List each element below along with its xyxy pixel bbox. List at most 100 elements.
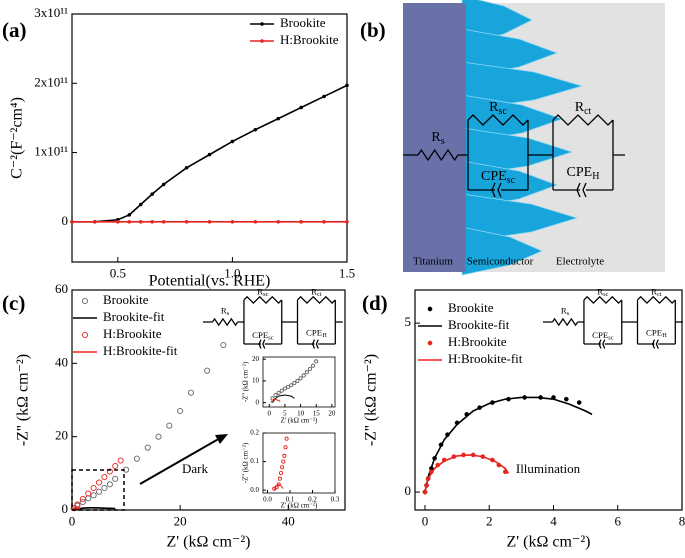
circuit-label-main: R xyxy=(561,305,567,315)
legend-marker xyxy=(427,306,433,312)
data-point xyxy=(115,219,120,224)
legend-label: Brookite-fit xyxy=(448,317,510,332)
data-point xyxy=(133,455,140,462)
annotation: Illumination xyxy=(516,461,581,476)
panel: 0 5 10 15 20 0 10 20 Z' (kΩ cm⁻²) -Z'' (kΩ cm⁻²) xyxy=(242,355,336,425)
data-point xyxy=(93,219,97,224)
circuit-label-sub: sc xyxy=(263,291,268,298)
circuit-label-sub: ct xyxy=(657,291,662,298)
data-point xyxy=(301,373,306,378)
legend-marker xyxy=(427,340,433,346)
data-point xyxy=(282,453,287,458)
data-point xyxy=(112,475,119,482)
data-point xyxy=(95,479,103,486)
x-tick-label: 1.0 xyxy=(224,265,240,280)
titanium-plate xyxy=(403,3,466,272)
legend-marker xyxy=(260,39,264,43)
circuit-label-sub: H xyxy=(592,171,599,182)
data-point xyxy=(207,219,212,224)
y-tick-label: 0.0 xyxy=(250,486,259,494)
circuit-label-main: R xyxy=(431,130,441,145)
y-axis-label: -Z'' (kΩ cm⁻²) xyxy=(363,354,380,446)
data-point xyxy=(292,381,297,386)
circuit-label: Rs xyxy=(221,305,230,317)
data-point xyxy=(276,116,281,121)
region-label: Electrolyte xyxy=(556,256,604,268)
circuit-label: CPEsc xyxy=(252,330,274,342)
data-point xyxy=(101,473,108,481)
legend-label: Brookite xyxy=(280,15,326,30)
semiconductor-spikes xyxy=(461,0,584,276)
data-point xyxy=(85,490,92,497)
data-point xyxy=(282,386,287,391)
data-point xyxy=(279,388,284,393)
data-point xyxy=(90,484,97,492)
zoom-arrowhead xyxy=(215,434,228,444)
x-tick-label: 20 xyxy=(328,409,336,417)
data-point xyxy=(207,152,212,157)
panel-label: (b) xyxy=(360,18,386,42)
y-tick-label: 0 xyxy=(62,213,69,228)
x-tick-label: 4 xyxy=(550,513,557,528)
plot-frame xyxy=(71,289,346,511)
circuit-label-main: CPE xyxy=(646,327,662,337)
data-point xyxy=(298,376,303,381)
circuit-label: Rsc xyxy=(597,286,608,298)
data-point xyxy=(150,192,155,196)
y-axis-label: -Z'' (kΩ cm⁻²) xyxy=(242,442,250,483)
annotation: Dark xyxy=(182,461,208,476)
data-point xyxy=(112,462,119,470)
circuit-label-main: R xyxy=(597,286,603,296)
y-tick-label: 0.1 xyxy=(250,457,259,465)
legend-label: H:Brookite xyxy=(448,334,507,349)
data-point xyxy=(106,468,113,475)
data-point xyxy=(101,484,108,492)
data-point xyxy=(278,470,284,476)
x-tick-label: 15 xyxy=(313,409,321,417)
data-point xyxy=(276,390,281,395)
circuit-label-sub: sc xyxy=(268,335,273,342)
y-tick-label: 40 xyxy=(55,354,68,369)
series-line xyxy=(71,506,81,511)
circuit-label-main: R xyxy=(257,286,263,296)
data-point xyxy=(276,482,281,487)
x-tick-label: 0.5 xyxy=(110,265,126,280)
circuit-wire xyxy=(543,295,683,349)
data-point xyxy=(138,202,143,207)
data-point xyxy=(187,389,194,396)
plot-frame xyxy=(262,356,336,408)
x-axis-label: Z' (kΩ cm⁻²) xyxy=(281,417,318,425)
legend-label: H:Brookite-fit xyxy=(448,351,523,366)
zoom-box xyxy=(71,469,125,511)
circuit-label: Rsc xyxy=(489,100,507,117)
x-axis-label: Z' (kΩ cm⁻²) xyxy=(507,534,591,551)
circuit-label-main: R xyxy=(311,286,317,296)
data-point xyxy=(106,481,113,488)
legend-label: H:Brookite xyxy=(280,32,339,47)
legend-label: H:Brookite-fit xyxy=(103,343,178,358)
data-point xyxy=(299,219,304,224)
y-tick-label: 20 xyxy=(252,355,260,363)
circuit-label: Rsc xyxy=(257,286,268,298)
legend-label: Brookite xyxy=(103,292,149,307)
y-tick-label: 20 xyxy=(55,428,68,443)
data-point xyxy=(281,459,286,464)
schematic xyxy=(403,0,665,276)
data-point xyxy=(230,219,235,224)
circuit-label-sub: sc xyxy=(603,291,608,298)
circuit-wire xyxy=(203,295,343,349)
data-point xyxy=(95,488,103,495)
circuit-label-sub: sc xyxy=(507,175,516,186)
data-point xyxy=(127,219,132,224)
y-tick-label: 10 xyxy=(252,377,260,385)
circuit-label-main: CPE xyxy=(592,330,608,340)
series-line xyxy=(424,396,593,493)
circuit-label: CPEH xyxy=(567,165,600,182)
legend-label: H:Brookite xyxy=(103,326,162,341)
circuit-label-sub: sc xyxy=(608,335,613,342)
x-tick-label: 20 xyxy=(174,513,187,528)
data-point xyxy=(277,476,282,481)
panel-label: (c) xyxy=(2,291,25,315)
x-tick-label: 0 xyxy=(422,513,429,528)
